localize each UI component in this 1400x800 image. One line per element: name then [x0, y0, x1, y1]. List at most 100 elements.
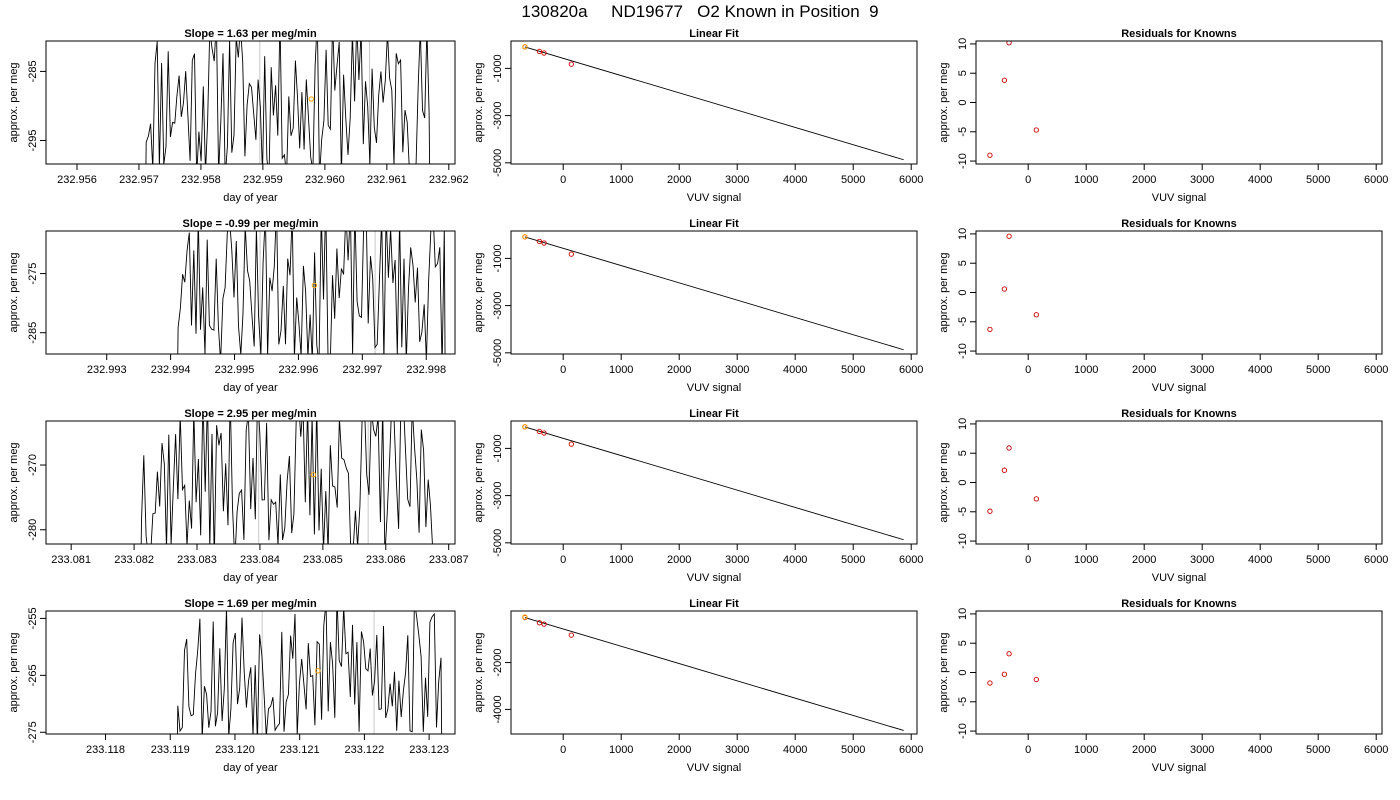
- x-tick-label: 4000: [783, 744, 807, 756]
- y-axis-label: approx. per meg: [938, 442, 950, 522]
- x-axis-label: day of year: [223, 762, 278, 774]
- x-axis-label: day of year: [223, 382, 278, 394]
- y-axis-label: approx. per meg: [8, 62, 20, 142]
- x-tick-label: 4000: [783, 364, 807, 376]
- x-tick-label: 232.961: [367, 174, 407, 186]
- plot-frame: [975, 420, 1383, 545]
- x-tick-label: 2000: [1132, 364, 1156, 376]
- x-tick-label: 3000: [1190, 744, 1214, 756]
- y-tick-label: -1000: [492, 54, 504, 82]
- plot-frame: [510, 230, 918, 355]
- y-tick-label: 0: [957, 99, 969, 105]
- data-point: [568, 251, 574, 257]
- x-axis-label: day of year: [223, 572, 278, 584]
- residual-point: [1033, 312, 1039, 318]
- plot-frame: [45, 40, 456, 165]
- x-tick-label: 3000: [1190, 554, 1214, 566]
- y-axis-label: approx. per meg: [473, 62, 485, 142]
- x-tick-label: 6000: [1364, 744, 1388, 756]
- y-tick-label: -275: [27, 263, 39, 285]
- x-axis-label: VUV signal: [1152, 382, 1206, 394]
- panel-fit-3: Linear Fit VUV signal approx. per meg 0 1000…: [473, 408, 923, 584]
- y-tick-label: -5: [957, 507, 969, 517]
- panel-title: Slope = 1.63 per meg/min: [184, 28, 317, 40]
- x-tick-label: 4000: [783, 174, 807, 186]
- panel-title: Linear Fit: [689, 218, 739, 230]
- panel-title: Linear Fit: [689, 598, 739, 610]
- x-tick-label: 1000: [609, 364, 633, 376]
- y-tick-label: -4000: [492, 695, 504, 723]
- panel-title: Slope = 1.69 per meg/min: [184, 598, 317, 610]
- x-tick-label: 0: [560, 554, 566, 566]
- highlight-point: [522, 233, 528, 240]
- x-tick-label: 233.085: [303, 554, 343, 566]
- y-axis-label: approx. per meg: [938, 632, 950, 712]
- y-tick-label: -5: [957, 697, 969, 707]
- y-tick-label: -280: [27, 519, 39, 541]
- data-point: [541, 621, 547, 627]
- data-point: [536, 48, 543, 55]
- y-tick-label: -5: [957, 317, 969, 327]
- y-tick-label: -265: [27, 664, 39, 686]
- data-point: [568, 441, 574, 447]
- x-tick-label: 5000: [841, 174, 865, 186]
- x-tick-label: 1000: [609, 744, 633, 756]
- x-tick-label: 232.997: [342, 364, 382, 376]
- y-tick-label: -285: [27, 60, 39, 82]
- x-tick-label: 3000: [1190, 364, 1214, 376]
- residual-point: [1001, 671, 1008, 677]
- x-tick-label: 0: [1025, 554, 1031, 566]
- y-tick-label: 5: [957, 260, 969, 266]
- panel-title: Residuals for Knowns: [1121, 28, 1237, 40]
- panel-time-2: Slope = -0.99 per meg/min day of year appr…: [8, 218, 456, 394]
- x-tick-label: 6000: [1364, 554, 1388, 566]
- x-tick-label: 0: [560, 364, 566, 376]
- data-point: [536, 428, 543, 435]
- x-tick-label: 5000: [841, 364, 865, 376]
- y-tick-label: -1000: [492, 244, 504, 272]
- y-tick-label: 10: [957, 228, 969, 240]
- plot-frame: [510, 40, 918, 165]
- y-tick-label: 5: [957, 640, 969, 646]
- plot-area: [177, 611, 443, 734]
- fit-line: [524, 46, 904, 161]
- data-point: [536, 620, 543, 626]
- x-tick-label: 0: [1025, 744, 1031, 756]
- y-tick-label: -5000: [492, 339, 504, 367]
- plot-frame: [45, 230, 456, 355]
- x-axis-label: VUV signal: [1152, 572, 1206, 584]
- x-tick-label: 1000: [1074, 364, 1098, 376]
- residual-point: [987, 152, 993, 158]
- x-tick-label: 233.119: [151, 744, 190, 756]
- plot-frame: [975, 40, 1383, 165]
- y-tick-label: 5: [957, 450, 969, 456]
- fit-line: [524, 236, 904, 351]
- y-tick-label: -5000: [492, 149, 504, 177]
- plot-area: [522, 614, 904, 731]
- x-tick-label: 0: [560, 174, 566, 186]
- plot-area: [522, 233, 904, 351]
- y-axis-label: approx. per meg: [473, 632, 485, 712]
- panel-title: Residuals for Knowns: [1121, 408, 1237, 420]
- x-tick-label: 233.084: [240, 554, 280, 566]
- x-tick-label: 232.959: [243, 174, 283, 186]
- panel-title: Linear Fit: [689, 28, 739, 40]
- y-tick-label: -3000: [492, 292, 504, 320]
- plot-area: [987, 445, 1039, 514]
- x-tick-label: 6000: [899, 744, 923, 756]
- plot-frame: [510, 420, 918, 545]
- x-tick-label: 2000: [667, 174, 691, 186]
- panel-fit-4: Linear Fit VUV signal approx. per meg 0 1000…: [473, 598, 923, 774]
- x-tick-label: 3000: [725, 364, 749, 376]
- series-line: [145, 41, 431, 164]
- x-tick-label: 1000: [1074, 174, 1098, 186]
- highlight-point: [522, 614, 528, 620]
- data-point: [568, 61, 574, 67]
- data-point: [536, 238, 543, 245]
- x-tick-label: 4000: [1248, 364, 1272, 376]
- x-tick-label: 232.998: [406, 364, 446, 376]
- x-tick-label: 233.122: [345, 744, 385, 756]
- x-axis-label: VUV signal: [687, 192, 741, 204]
- y-tick-label: -10: [957, 723, 969, 739]
- x-tick-label: 5000: [1306, 554, 1330, 566]
